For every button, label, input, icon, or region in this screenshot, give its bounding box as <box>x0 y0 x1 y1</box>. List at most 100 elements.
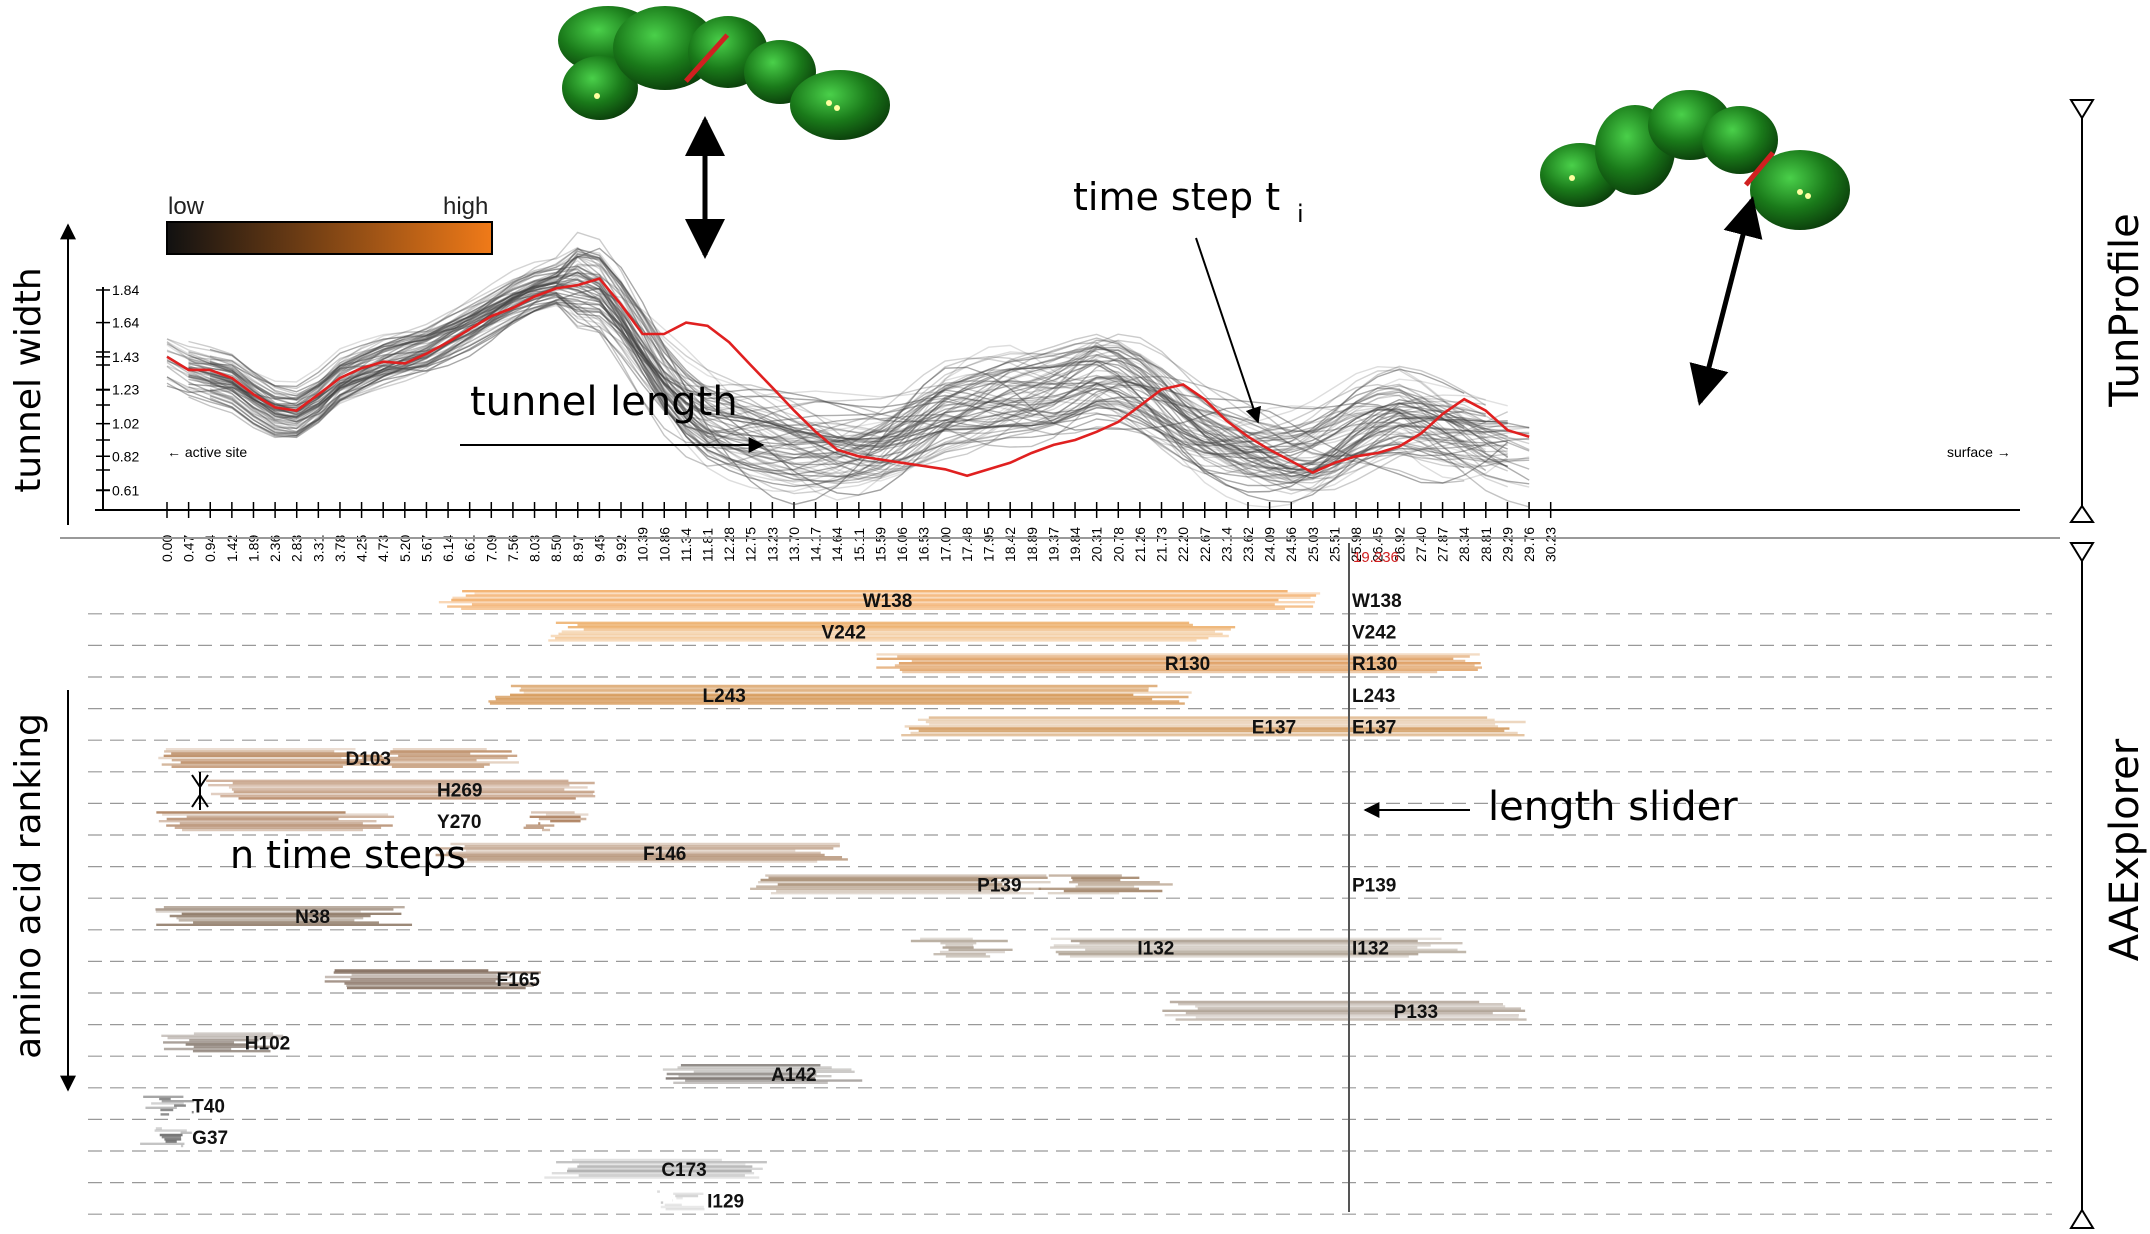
aa-label: D103 <box>346 749 391 770</box>
x-tick-label: 18.42 <box>1002 527 1018 562</box>
x-tick-label: 16.06 <box>894 527 910 562</box>
x-tick-label: 30.23 <box>1543 527 1559 562</box>
x-tick-label: 19.84 <box>1067 527 1083 562</box>
x-tick-label: 29.76 <box>1521 527 1537 562</box>
x-tick-label: 0.00 <box>159 535 175 562</box>
profile-line <box>188 272 1530 452</box>
x-tick-label: 17.48 <box>959 527 975 562</box>
aa-row-e137: E137 E137 <box>901 716 1526 738</box>
profile-line <box>166 248 1487 495</box>
profile-line <box>209 279 1508 487</box>
right-double-arrow <box>1689 196 1763 406</box>
x-tick-label: 13.70 <box>786 527 802 562</box>
aa-label: Y270 <box>437 812 481 833</box>
profile-line <box>166 247 1509 506</box>
profile-line <box>188 291 1509 495</box>
aa-row-t40: T40 <box>143 1095 225 1118</box>
profile-line <box>166 255 1486 484</box>
profile-line <box>166 253 1486 478</box>
x-tick-label: 22.67 <box>1197 527 1213 562</box>
x-tick-label: 20.31 <box>1089 527 1105 562</box>
profile-line <box>188 292 1487 477</box>
profile-line <box>209 268 1486 482</box>
x-tick-label: 0.47 <box>181 535 197 562</box>
x-tick-label: 11.34 <box>678 528 694 562</box>
x-tick-label: 20.78 <box>1110 527 1126 562</box>
x-tick-label: 6.61 <box>462 535 478 562</box>
colorbar-low-label: low <box>168 193 205 220</box>
profile-line <box>209 276 1486 480</box>
tunnel-molecule-left <box>558 6 890 140</box>
tunprofile-panel: low high tunnel width 1.841.641.431.231.… <box>8 6 2148 562</box>
y-tick-label: 1.64 <box>112 315 139 331</box>
profile-line <box>209 274 1508 453</box>
highlight-series-line <box>166 277 1530 478</box>
aa-row-w138: W138 W138 <box>438 590 1402 612</box>
x-tick-label: 6.14 <box>440 535 456 562</box>
profile-line <box>209 259 1486 509</box>
n-time-steps-label: n time steps <box>230 833 466 877</box>
profile-line <box>188 265 1508 473</box>
x-tick-label: 18.89 <box>1024 527 1040 562</box>
profile-line <box>188 287 1509 496</box>
x-tick-label: 13.23 <box>764 527 780 562</box>
profile-line <box>166 247 1508 491</box>
x-tick-label: 23.62 <box>1240 527 1256 562</box>
profile-line <box>209 295 1486 491</box>
x-tick-label: 1.42 <box>224 535 240 562</box>
ranking-axis-title: amino acid ranking <box>8 713 49 1059</box>
aa-label: P139 <box>977 875 1021 896</box>
tunnel-profile-bundle <box>166 231 1530 509</box>
profile-line <box>166 302 1508 468</box>
aa-row-d103: D103 <box>158 748 519 770</box>
aa-label: F165 <box>497 970 541 991</box>
profile-line <box>209 293 1509 455</box>
slider-aa-label: R130 <box>1352 654 1397 675</box>
x-tick-label: 7.56 <box>505 535 521 562</box>
profile-line <box>166 275 1530 445</box>
profile-line <box>166 302 1508 492</box>
x-tick-label: 16.53 <box>916 527 932 562</box>
tunprofile-panel-label: TunProfile <box>2102 213 2148 407</box>
aa-row-f165: F165 <box>324 969 541 991</box>
x-tick-label: 5.20 <box>397 535 413 562</box>
aa-label: G37 <box>192 1128 228 1149</box>
profile-line <box>188 251 1530 465</box>
aa-label: W138 <box>863 591 913 612</box>
x-axis-title: tunnel length <box>470 379 738 425</box>
aa-label: P133 <box>1394 1002 1438 1023</box>
aa-row-h269: H269 <box>206 779 596 802</box>
top-axes: 1.84 1.64 1.43 1.23 1.02 0.82 0.61 0.00 0.47 0.94… <box>95 282 2020 562</box>
x-tick-label: 27.87 <box>1435 527 1451 562</box>
colorbar <box>166 221 493 255</box>
slider-aa-label: E137 <box>1352 717 1396 738</box>
aa-row-y270: Y270 <box>156 811 589 833</box>
colorbar-high-label: high <box>443 193 488 220</box>
aaexplorer-panel-label: AAExplorer <box>2102 738 2148 961</box>
y-axis-title: tunnel width <box>8 267 49 492</box>
profile-line <box>188 294 1530 508</box>
y-tick-label: 1.84 <box>112 282 139 298</box>
aa-row-f146: F146 <box>435 842 848 865</box>
time-step-label: time step t <box>1073 175 1280 219</box>
x-tick-label: 9.45 <box>591 535 607 562</box>
aa-label: H102 <box>245 1033 290 1054</box>
aa-label: E137 <box>1252 717 1296 738</box>
aa-label: T40 <box>192 1097 225 1118</box>
aa-label: N38 <box>295 907 330 928</box>
x-tick-label: 8.50 <box>548 535 564 562</box>
time-step-subscript: i <box>1297 200 1304 228</box>
profile-line <box>166 304 1508 493</box>
profile-line <box>166 265 1530 480</box>
surface-label: surface → <box>1947 444 2011 460</box>
profile-line <box>209 294 1465 455</box>
profile-line <box>188 253 1530 476</box>
x-tick-label: 26.92 <box>1391 527 1407 562</box>
aa-label: I129 <box>707 1191 744 1212</box>
tunnel-molecule-right <box>1540 90 1850 230</box>
x-tick-label: 23.14 <box>1218 527 1234 562</box>
x-tick-label: 9.92 <box>613 535 629 562</box>
aa-label: C173 <box>661 1160 706 1181</box>
x-tick-label: 3.31 <box>310 535 326 562</box>
